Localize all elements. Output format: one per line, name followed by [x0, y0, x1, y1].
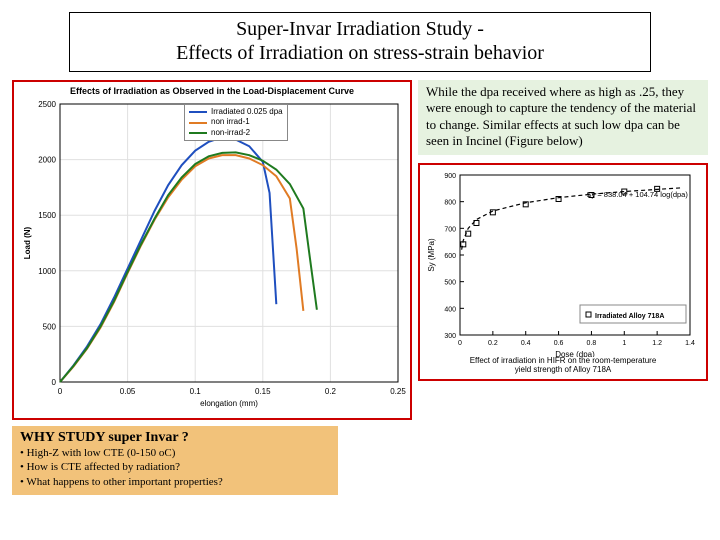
svg-text:Irradiated Alloy 718A: Irradiated Alloy 718A: [595, 313, 664, 320]
svg-text:2500: 2500: [38, 100, 56, 109]
svg-text:0.4: 0.4: [521, 340, 531, 347]
title-line2: Effects of Irradiation on stress-strain …: [176, 42, 544, 64]
why-heading: WHY STUDY super Invar ?: [20, 430, 330, 446]
left-chart-svg: 0 0.05 0.1 0.15 0.2 0.25 0 500 1000 1500 2000 2500 e…: [18, 100, 406, 410]
svg-text:Load (N): Load (N): [23, 226, 32, 259]
why-b3: • What happens to other important proper…: [20, 475, 330, 489]
svg-text:0.2: 0.2: [325, 387, 337, 396]
svg-text:0.6: 0.6: [554, 340, 564, 347]
svg-text:0.8: 0.8: [587, 340, 597, 347]
svg-text:0: 0: [52, 378, 57, 387]
svg-text:1.4: 1.4: [685, 340, 695, 347]
svg-text:300: 300: [444, 333, 456, 340]
svg-text:0.1: 0.1: [190, 387, 202, 396]
note-box: While the dpa received where as high as …: [418, 80, 708, 155]
left-chart-legend: Irradiated 0.025 dpanon irrad-1non-irrad…: [184, 104, 288, 141]
main-row: Effects of Irradiation as Observed in th…: [12, 80, 708, 420]
right-chart-caption: Effect of irradiation in HIFR on the roo…: [424, 357, 702, 375]
svg-text:Sy (MPa): Sy (MPa): [427, 238, 436, 272]
svg-text:700: 700: [444, 226, 456, 233]
svg-text:0: 0: [58, 387, 63, 396]
right-caption-2: yield strength of Alloy 718A: [515, 365, 612, 374]
load-displacement-chart: Effects of Irradiation as Observed in th…: [12, 80, 412, 420]
right-caption-1: Effect of irradiation in HIFR on the roo…: [470, 356, 657, 365]
svg-text:1: 1: [622, 340, 626, 347]
why-study-box: WHY STUDY super Invar ? • High-Z with lo…: [12, 426, 338, 495]
svg-text:1500: 1500: [38, 211, 56, 220]
title-line1: Super-Invar Irradiation Study -: [236, 18, 484, 40]
svg-text:0.2: 0.2: [488, 340, 498, 347]
svg-text:0.25: 0.25: [390, 387, 406, 396]
why-b2: • How is CTE affected by radiation?: [20, 460, 330, 474]
svg-text:500: 500: [43, 322, 57, 331]
slide-title: Super-Invar Irradiation Study - Effects …: [69, 12, 651, 72]
svg-text:1.2: 1.2: [652, 340, 662, 347]
svg-text:0.15: 0.15: [255, 387, 271, 396]
right-column: While the dpa received where as high as …: [418, 80, 708, 420]
left-chart-title: Effects of Irradiation as Observed in th…: [18, 86, 406, 96]
svg-text:800: 800: [444, 200, 456, 207]
svg-text:500: 500: [444, 280, 456, 287]
inconel-chart: 0 0.2 0.4 0.6 0.8 1 1.2 1.4 300 400 500 600 700 800 90…: [418, 163, 708, 381]
svg-text:0: 0: [458, 340, 462, 347]
svg-text:600: 600: [444, 253, 456, 260]
svg-text:2000: 2000: [38, 156, 56, 165]
svg-text:900: 900: [444, 173, 456, 180]
svg-text:elongation (mm): elongation (mm): [200, 399, 258, 408]
note-text: While the dpa received where as high as …: [426, 84, 696, 148]
why-b1: • High-Z with low CTE (0-150 oC): [20, 446, 330, 460]
svg-text:0.05: 0.05: [120, 387, 136, 396]
svg-text:1000: 1000: [38, 267, 56, 276]
svg-text:Sy = 838.04 + 104.74 log(dpa): Sy = 838.04 + 104.74 log(dpa): [587, 190, 689, 199]
svg-text:400: 400: [444, 306, 456, 313]
right-chart-svg: 0 0.2 0.4 0.6 0.8 1 1.2 1.4 300 400 500 600 700 800 90…: [424, 169, 696, 357]
